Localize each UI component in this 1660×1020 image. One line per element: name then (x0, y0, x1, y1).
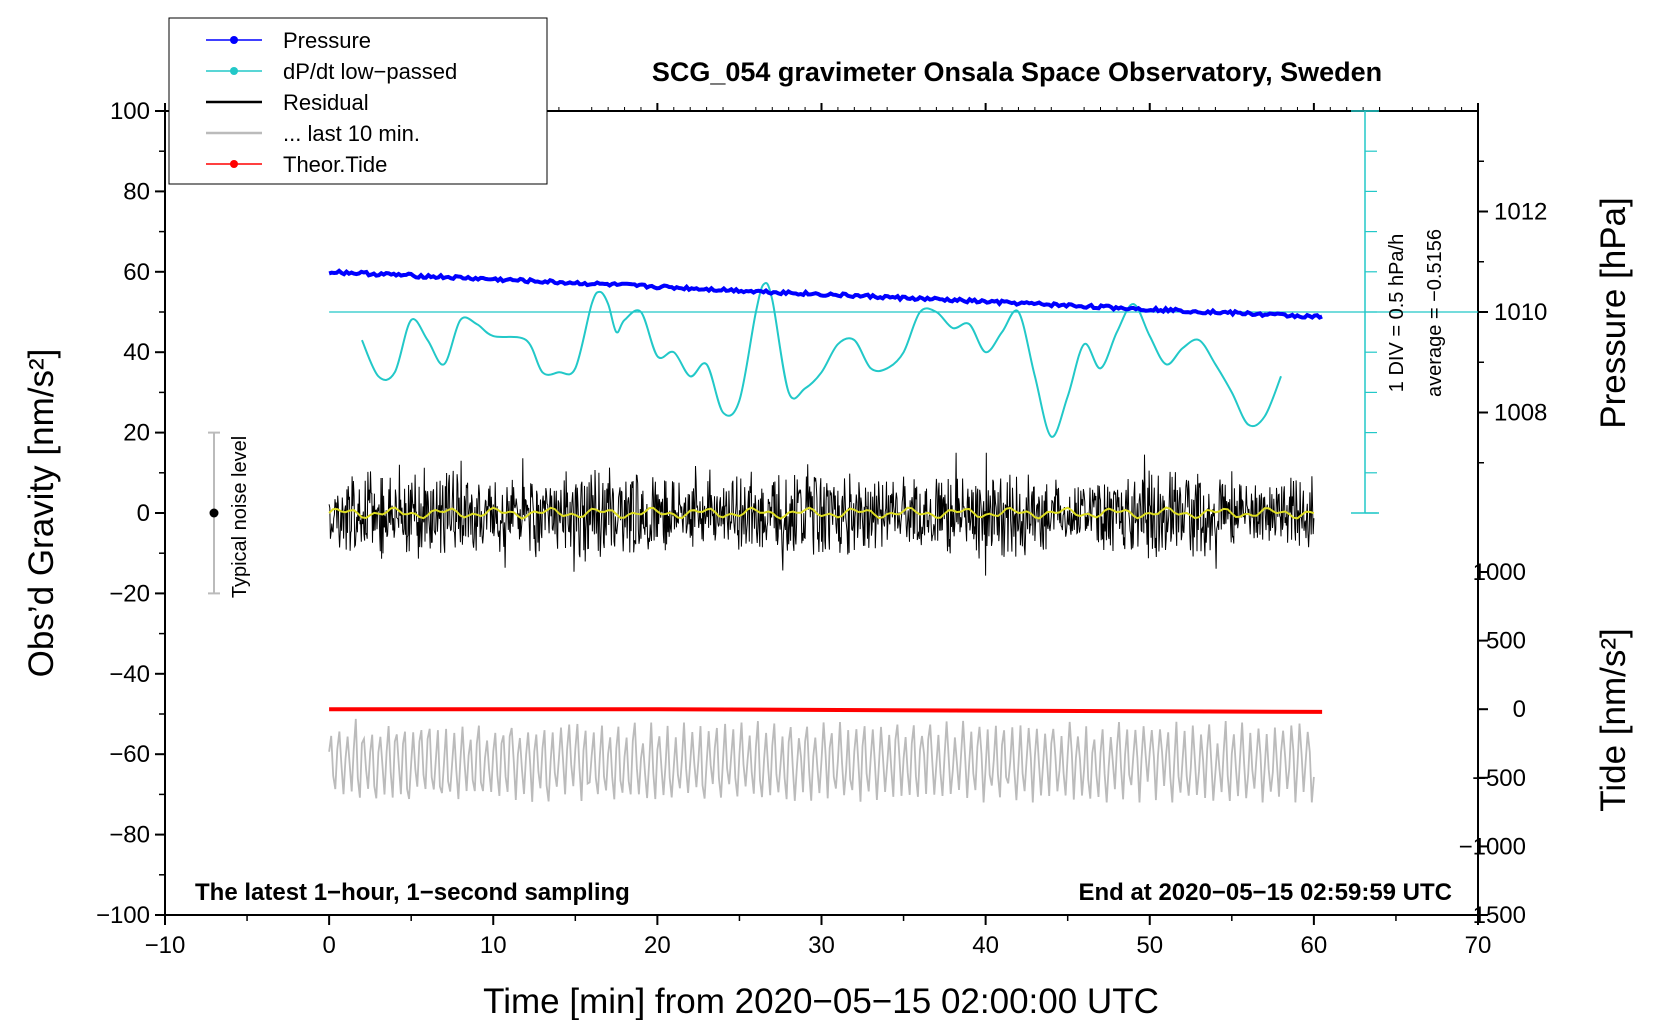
series-last-10-min (328, 718, 1315, 803)
pressure-tick-label: 1012 (1494, 199, 1547, 226)
x-tick-label: 20 (644, 932, 671, 959)
tide-tick-label: 1000 (1473, 559, 1526, 586)
y-tick-label: −20 (109, 580, 150, 607)
div-label: 1 DIV = 0.5 hPa/h (1386, 234, 1408, 392)
noise-dot (209, 508, 219, 518)
noise-level-marker: Typical noise level (208, 431, 251, 598)
y-tick-label: 40 (123, 339, 150, 366)
series-residual (328, 452, 1315, 576)
legend-label: Residual (283, 90, 369, 115)
sampling-note: The latest 1−hour, 1−second sampling (195, 879, 630, 906)
y-axis-label-tide: Tide [nm/s²] (1594, 628, 1633, 811)
chart-title: SCG_054 gravimeter Onsala Space Observat… (652, 57, 1382, 87)
legend-item: Pressure (206, 28, 371, 53)
legend-label: ... last 10 min. (283, 121, 420, 146)
legend-item: Residual (206, 90, 369, 115)
tide-tick-label: −500 (1472, 765, 1526, 792)
end-time-note: End at 2020−05−15 02:59:59 UTC (1078, 879, 1452, 906)
average-label: average = −0.5156 (1424, 229, 1446, 397)
legend-marker (230, 36, 238, 44)
y-tick-label: −80 (109, 822, 150, 849)
x-tick-label: 50 (1136, 932, 1163, 959)
legend-marker (230, 67, 238, 75)
legend-item: Theor.Tide (206, 152, 387, 177)
tide-tick-label: 500 (1486, 628, 1526, 655)
y-axis-label-pressure: Pressure [hPa] (1594, 197, 1633, 429)
series-dpdt (361, 282, 1282, 438)
y-tick-label: −60 (109, 741, 150, 768)
tide-tick-label: 0 (1513, 696, 1526, 723)
noise-label: Typical noise level (229, 436, 251, 598)
pressure-tick-label: 1010 (1494, 299, 1547, 326)
legend: Pressure dP/dt low−passed Residual ... last… (168, 17, 548, 185)
x-tick-label: 70 (1465, 932, 1492, 959)
x-tick-label: −10 (145, 932, 186, 959)
legend-label: dP/dt low−passed (283, 59, 457, 84)
legend-label: Pressure (283, 28, 371, 53)
series-pressure (328, 268, 1323, 320)
series-theor-tide (329, 707, 1323, 714)
y-tick-label: −40 (109, 661, 150, 688)
x-tick-label: 40 (972, 932, 999, 959)
y-tick-label: 60 (123, 259, 150, 286)
x-tick-label: 0 (322, 932, 335, 959)
y-tick-label: 100 (110, 98, 150, 125)
y-tick-label: 80 (123, 178, 150, 205)
legend-label: Theor.Tide (283, 152, 387, 177)
legend-marker (230, 160, 238, 168)
legend-item: dP/dt low−passed (206, 59, 457, 84)
axis-ticks: −10 0 10 20 30 40 50 60 70−100−80−60−40−20020406… (96, 98, 1547, 959)
x-tick-label: 60 (1301, 932, 1328, 959)
tide-tick-label: −1500 (1459, 902, 1526, 929)
y-axis-label-gravity: Obs’d Gravity [nm/s²] (22, 349, 61, 678)
x-tick-label: 10 (480, 932, 507, 959)
y-tick-label: 20 (123, 420, 150, 447)
tide-tick-label: −1000 (1459, 833, 1526, 860)
y-tick-label: −100 (96, 902, 150, 929)
series-layer (328, 110, 1478, 803)
series-residual-smoothed (328, 506, 1315, 520)
x-tick-label: 30 (808, 932, 835, 959)
legend-item: ... last 10 min. (206, 121, 420, 146)
x-axis-label: Time [min] from 2020−05−15 02:00:00 UTC (483, 982, 1159, 1020)
y-tick-label: 0 (137, 500, 150, 527)
pressure-tick-label: 1008 (1494, 400, 1547, 427)
